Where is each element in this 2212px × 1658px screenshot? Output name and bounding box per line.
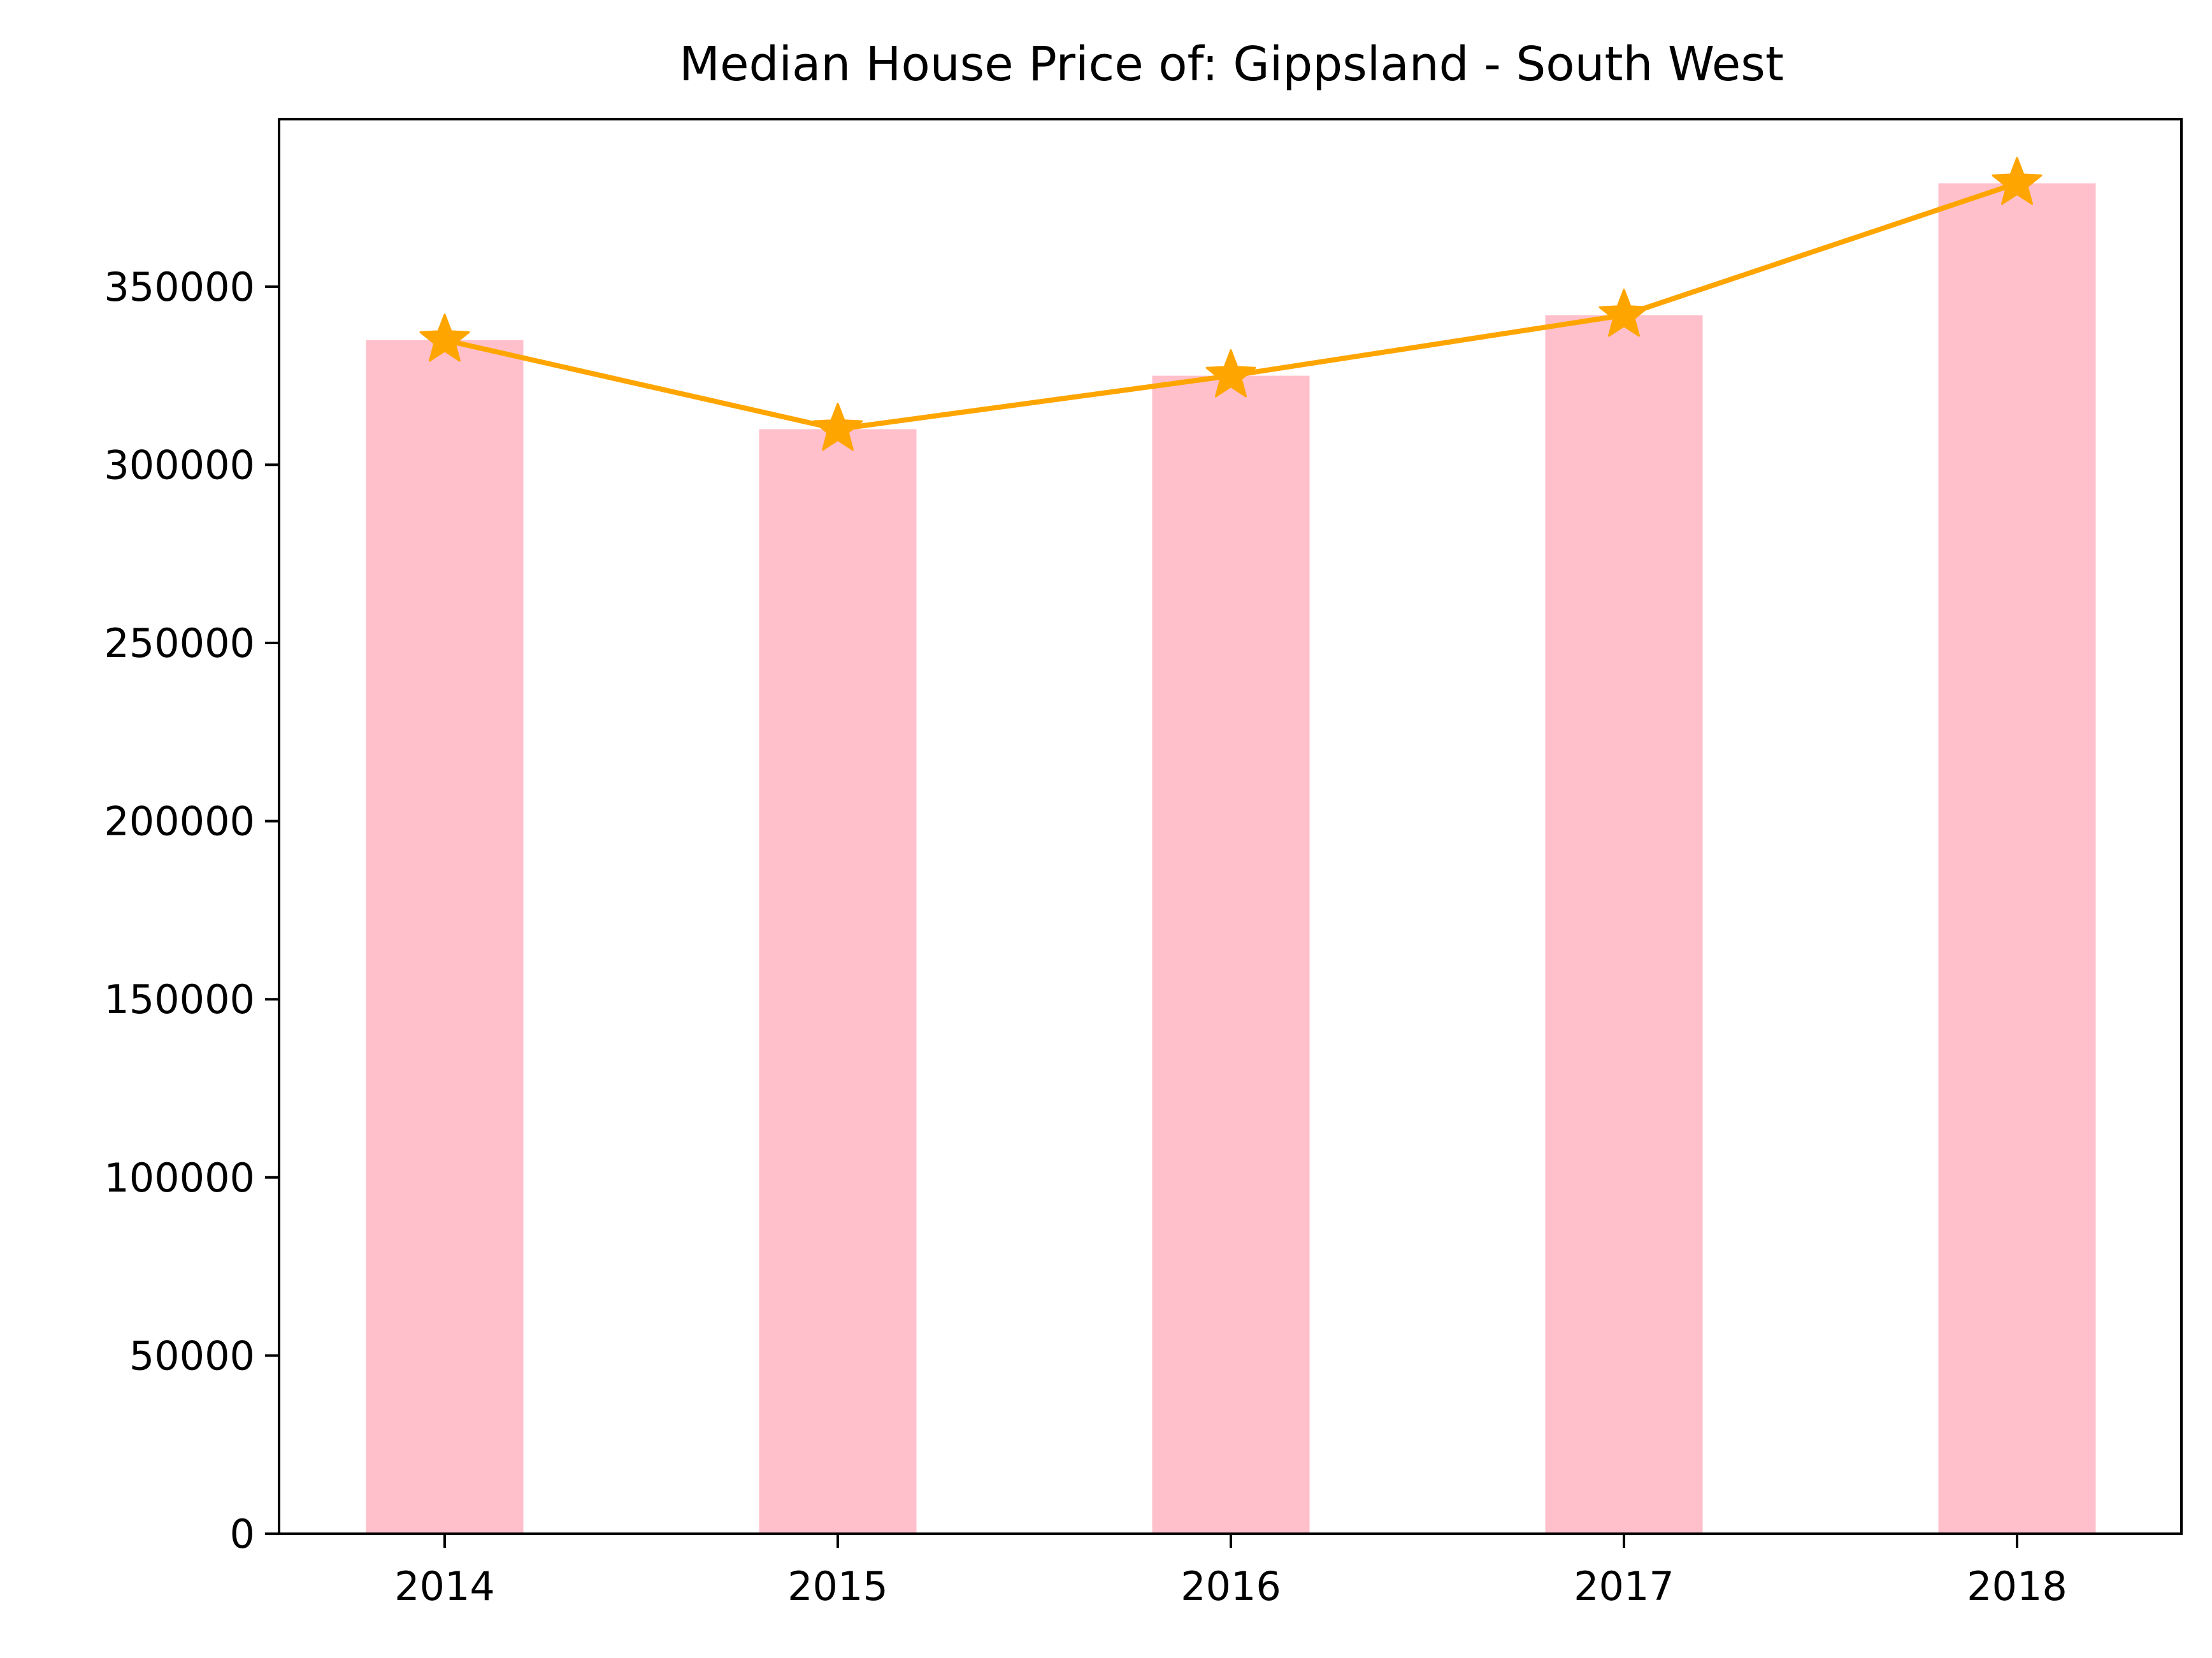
star-marker-2016 (1205, 349, 1256, 398)
chart-title: Median House Price of: Gippsland - South… (679, 37, 1784, 92)
y-tick-label-250000: 250000 (104, 620, 255, 667)
y-tick-label-0: 0 (230, 1511, 255, 1557)
star-marker-2018 (1992, 157, 2043, 205)
x-tick-label-2016: 2016 (1181, 1563, 1281, 1610)
y-tick-label-150000: 150000 (104, 976, 255, 1023)
x-tick-label-2018: 2018 (1967, 1563, 2067, 1610)
y-axis: 0 50000 100000 150000 200000 250000 300000 3500… (104, 264, 279, 1557)
bar-2018 (1938, 183, 2096, 1534)
bar-2016 (1152, 375, 1310, 1534)
bar-2017 (1545, 315, 1703, 1534)
x-tick-label-2014: 2014 (394, 1563, 495, 1610)
y-tick-label-200000: 200000 (104, 798, 255, 845)
x-tick-label-2015: 2015 (787, 1563, 888, 1610)
star-marker-2015 (812, 403, 863, 451)
line-layer (419, 157, 2043, 451)
x-tick-label-2017: 2017 (1574, 1563, 1674, 1610)
y-tick-label-50000: 50000 (129, 1332, 255, 1379)
y-tick-label-100000: 100000 (104, 1155, 255, 1201)
y-tick-label-350000: 350000 (104, 264, 255, 310)
bar-2015 (759, 429, 917, 1534)
bar-2014 (366, 340, 524, 1534)
star-marker-2014 (419, 314, 470, 362)
y-tick-label-300000: 300000 (104, 442, 255, 488)
bar-layer (366, 183, 2096, 1534)
star-marker-2017 (1598, 289, 1649, 337)
x-axis: 2014 2015 2016 2017 2018 (394, 1534, 2067, 1610)
plot-frame (278, 118, 2183, 1535)
